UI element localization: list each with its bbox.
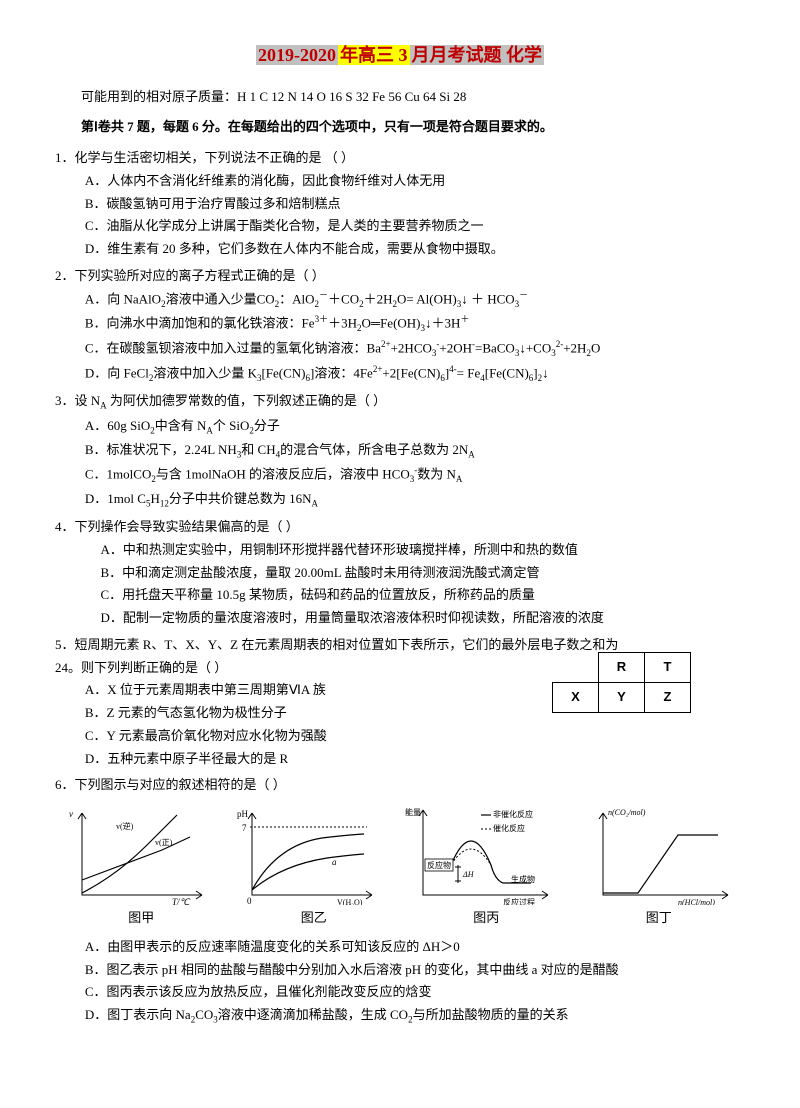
- chart-3: 能量 非催化反应 催化反应 反应物 ΔH 生成物 反应过程: [403, 805, 563, 905]
- q5-opt-d: D．五种元素中原子半径最大的是 R: [55, 748, 745, 771]
- q5-cell-empty2: [691, 652, 737, 682]
- q1-opt-a: A．人体内不含消化纤维素的消化酶，因此食物纤维对人体无用: [55, 170, 745, 193]
- q4-opt-d: D．配制一定物质的量浓度溶液时，用量筒量取浓溶液体积时仰视读数，所配溶液的浓度: [55, 607, 745, 630]
- title-part-3: 月月考试题 化学: [410, 45, 545, 65]
- svg-text:ΔH: ΔH: [462, 870, 475, 879]
- svg-text:v: v: [69, 809, 73, 819]
- q1-opt-c: C．油脂从化学成分上讲属于酯类化合物，是人类的主要营养物质之一: [55, 215, 745, 238]
- question-1: 1．化学与生活密切相关，下列说法不正确的是 （ ） A．人体内不含消化纤维素的消…: [55, 147, 745, 261]
- title-part-1: 2019-2020: [256, 45, 338, 65]
- charts-row: v v(逆) v(正) T/℃ pH 7 a 0 V(H₂O): [55, 805, 745, 905]
- q3-stem: 3．设 NA 为阿伏加德罗常数的值，下列叙述正确的是（ ）: [55, 390, 745, 414]
- q4-stem: 4．下列操作会导致实验结果偏高的是（ ）: [55, 516, 745, 539]
- svg-text:生成物: 生成物: [511, 874, 535, 884]
- svg-text:pH: pH: [237, 809, 249, 819]
- q2-opt-b: B．向沸水中滴加饱和的氯化铁溶液：Fe3＋＋3H2O═Fe(OH)3↓＋3H＋: [55, 312, 745, 337]
- q2-opt-a: A．向 NaAlO2溶液中通入少量CO2：AlO2－＋CO2＋2H2O= Al(…: [55, 288, 745, 313]
- q5-periodic-table: R T X Y Z: [552, 652, 737, 713]
- q5-cell-y: Y: [599, 682, 645, 712]
- q5-cell-x: X: [553, 682, 599, 712]
- page-title: 2019-2020年高三 3月月考试题 化学: [55, 40, 745, 72]
- svg-text:n(CO₂/mol): n(CO₂/mol): [608, 808, 646, 817]
- svg-text:非催化反应: 非催化反应: [493, 809, 533, 819]
- q5-opt-c: C．Y 元素最高价氧化物对应水化物为强酸: [55, 725, 745, 748]
- q3-opt-c: C．1molCO2与含 1molNaOH 的溶液反应后，溶液中 HCO3-数为 …: [55, 463, 745, 488]
- chart-label-1: 图甲: [55, 907, 228, 930]
- q6-opt-b: B．图乙表示 pH 相同的盐酸与醋酸中分别加入水后溶液 pH 的变化，其中曲线 …: [55, 959, 745, 982]
- svg-text:n(HCl/mol): n(HCl/mol): [678, 898, 715, 905]
- q5-cell-r: R: [599, 652, 645, 682]
- question-6: 6．下列图示与对应的叙述相符的是（ ） v v(逆) v(正) T/℃: [55, 774, 745, 1028]
- svg-text:反应物: 反应物: [427, 860, 451, 870]
- q2-stem: 2．下列实验所对应的离子方程式正确的是（ ）: [55, 265, 745, 288]
- question-2: 2．下列实验所对应的离子方程式正确的是（ ） A．向 NaAlO2溶液中通入少量…: [55, 265, 745, 386]
- chart-1: v v(逆) v(正) T/℃: [62, 805, 212, 905]
- svg-text:催化反应: 催化反应: [493, 823, 525, 833]
- q5-cell-empty: [553, 652, 599, 682]
- section-header: 第Ⅰ卷共 7 题，每题 6 分。在每题给出的四个选项中，只有一项是符合题目要求的…: [55, 116, 745, 139]
- q1-stem: 1．化学与生活密切相关，下列说法不正确的是 （ ）: [55, 147, 745, 170]
- chart-2-svg: pH 7 a 0 V(H₂O): [232, 805, 382, 905]
- q5-cell-z: Z: [645, 682, 691, 712]
- atomic-masses: 可能用到的相对原子质量：H 1 C 12 N 14 O 16 S 32 Fe 5…: [55, 86, 745, 109]
- chart-label-3: 图丙: [400, 907, 573, 930]
- svg-text:0: 0: [247, 896, 252, 905]
- svg-text:7: 7: [242, 823, 247, 833]
- svg-text:a: a: [332, 857, 337, 867]
- title-part-2: 年高三 3: [338, 45, 410, 65]
- q6-opt-c: C．图丙表示该反应为放热反应，且催化剂能改变反应的焓变: [55, 981, 745, 1004]
- svg-text:反应过程: 反应过程: [503, 897, 535, 905]
- q1-opt-d: D．维生素有 20 多种，它们多数在人体内不能合成，需要从食物中摄取。: [55, 238, 745, 261]
- chart-4-svg: n(CO₂/mol) n(HCl/mol): [583, 805, 738, 905]
- chart-labels: 图甲 图乙 图丙 图丁: [55, 907, 745, 930]
- chart-1-svg: v v(逆) v(正) T/℃: [62, 805, 212, 905]
- chart-label-2: 图乙: [228, 907, 401, 930]
- q6-stem: 6．下列图示与对应的叙述相符的是（ ）: [55, 774, 745, 797]
- question-4: 4．下列操作会导致实验结果偏高的是（ ） A．中和热测定实验中，用铜制环形搅拌器…: [55, 516, 745, 630]
- q3-opt-d: D．1mol C5H12分子中共价键总数为 16NA: [55, 488, 745, 512]
- question-3: 3．设 NA 为阿伏加德罗常数的值，下列叙述正确的是（ ） A．60g SiO2…: [55, 390, 745, 512]
- svg-text:V(H₂O): V(H₂O): [337, 898, 363, 905]
- q5-cell-t: T: [645, 652, 691, 682]
- svg-text:v(逆): v(逆): [116, 821, 134, 831]
- q1-opt-b: B．碳酸氢钠可用于治疗胃酸过多和焙制糕点: [55, 193, 745, 216]
- svg-text:T/℃: T/℃: [172, 897, 191, 905]
- q2-opt-c: C．在碳酸氢钡溶液中加入过量的氢氧化钠溶液：Ba2++2HCO3-+2OH-=B…: [55, 337, 745, 362]
- q3-opt-a: A．60g SiO2中含有 NA个 SiO2分子: [55, 415, 745, 439]
- chart-2: pH 7 a 0 V(H₂O): [232, 805, 382, 905]
- q6-opt-d: D．图丁表示向 Na2CO3溶液中逐滴滴加稀盐酸，生成 CO2与所加盐酸物质的量…: [55, 1004, 745, 1028]
- chart-4: n(CO₂/mol) n(HCl/mol): [583, 805, 738, 905]
- q6-opt-a: A．由图甲表示的反应速率随温度变化的关系可知该反应的 ΔH＞0: [55, 936, 745, 959]
- q4-opt-a: A．中和热测定实验中，用铜制环形搅拌器代替环形玻璃搅拌棒，所测中和热的数值: [55, 539, 745, 562]
- question-5: 5．短周期元素 R、T、X、Y、Z 在元素周期表的相对位置如下表所示，它们的最外…: [55, 634, 745, 771]
- q2-opt-d: D．向 FeCl2溶液中加入少量 K3[Fe(CN)6]溶液：4Fe2++2[F…: [55, 362, 745, 387]
- q4-opt-b: B．中和滴定测定盐酸浓度，量取 20.00mL 盐酸时未用待测液润洗酸式滴定管: [55, 562, 745, 585]
- svg-text:能量: 能量: [405, 807, 421, 817]
- chart-3-svg: 能量 非催化反应 催化反应 反应物 ΔH 生成物 反应过程: [403, 805, 563, 905]
- chart-label-4: 图丁: [573, 907, 746, 930]
- q3-opt-b: B．标准状况下，2.24L NH3和 CH4的混合气体，所含电子总数为 2NA: [55, 439, 745, 463]
- svg-text:v(正): v(正): [155, 838, 173, 847]
- q4-opt-c: C．用托盘天平称量 10.5g 某物质，砝码和药品的位置放反，所称药品的质量: [55, 584, 745, 607]
